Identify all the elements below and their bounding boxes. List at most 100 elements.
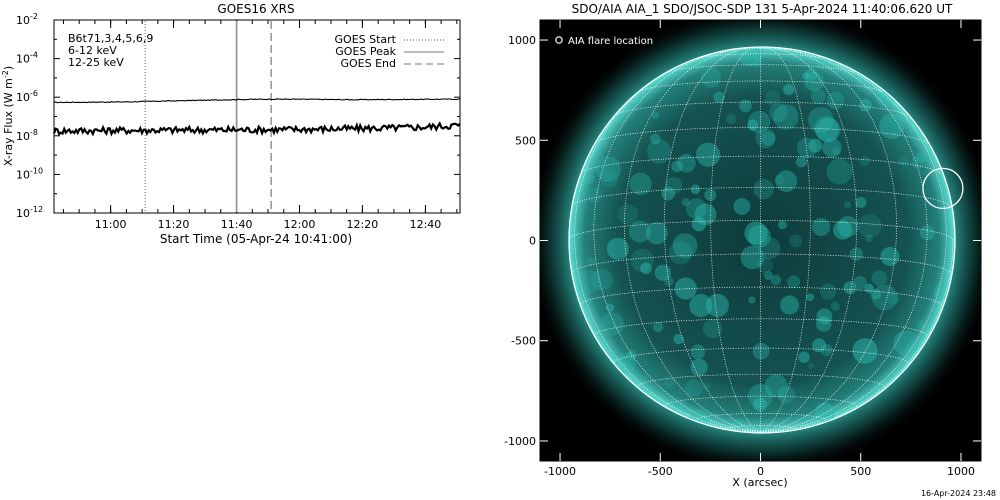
active-region-patch xyxy=(650,133,661,145)
aia-y-tick-label: 0 xyxy=(529,235,536,248)
active-region-patch xyxy=(853,276,867,290)
active-region-patch xyxy=(654,264,672,281)
xrs-y-tick-label: 10 xyxy=(16,53,30,66)
xrs-series-long xyxy=(54,98,461,104)
active-region-patch xyxy=(816,308,833,325)
xrs-y-tick-exponent: -6 xyxy=(30,89,38,98)
active-region-patch xyxy=(690,358,708,376)
aia-y-tick-label: -500 xyxy=(511,335,536,348)
active-region-patch xyxy=(865,234,873,242)
active-region-patch xyxy=(733,198,751,215)
heliographic-grid xyxy=(569,47,954,433)
active-region-patch xyxy=(815,402,836,423)
active-region-patch xyxy=(859,156,870,166)
active-region-patch xyxy=(689,294,713,317)
xrs-y-tick-label: 10 xyxy=(16,207,30,220)
active-region-patch xyxy=(606,237,630,260)
active-region-patch xyxy=(677,153,696,173)
legend-goes-peak: GOES Peak xyxy=(335,45,396,58)
active-region-patch xyxy=(795,156,807,168)
active-region-patch xyxy=(915,151,927,163)
active-region-patch xyxy=(629,172,652,196)
active-region-patch xyxy=(690,344,706,360)
active-region-patch xyxy=(703,382,711,391)
xrs-y-tick-exponent: -4 xyxy=(30,51,38,60)
active-region-patch xyxy=(774,174,785,185)
active-region-patch xyxy=(753,178,774,200)
active-region-patch xyxy=(681,198,690,207)
xrs-title: GOES16 XRS xyxy=(217,2,294,16)
active-region-patch xyxy=(685,379,703,397)
aia-solar-disk xyxy=(569,47,955,433)
xrs-x-tick-label: 12:20 xyxy=(347,218,379,231)
active-region-patch xyxy=(826,158,853,185)
aia-y-tick-label: -1000 xyxy=(504,435,536,448)
active-region-patch xyxy=(806,293,815,302)
active-region-patch xyxy=(820,283,837,300)
xrs-channel-legend: B6t71,3,4,5,6,9 6-12 keV 12-25 keV xyxy=(68,32,153,69)
active-region-patch xyxy=(747,119,759,131)
active-region-patch xyxy=(673,333,684,345)
xrs-y-axis-label-sup: -2 xyxy=(1,70,10,78)
active-region-patch xyxy=(691,217,707,232)
xrs-event-legend: GOES Start GOES Peak GOES End xyxy=(335,33,444,70)
xrs-series xyxy=(52,98,461,137)
active-region-patch xyxy=(802,72,810,80)
aia-x-tick-label: 0 xyxy=(757,465,764,478)
active-region-patch xyxy=(808,106,834,133)
active-region-patch xyxy=(672,233,698,258)
active-region-patch xyxy=(849,247,863,261)
active-region-patch xyxy=(815,316,832,332)
active-region-patch xyxy=(760,131,776,146)
longitude-line xyxy=(760,63,947,433)
latitude-line xyxy=(726,425,795,430)
aia-x-axis-label: X (arcsec) xyxy=(732,476,787,489)
latitude-line xyxy=(666,64,855,74)
xrs-y-tick-label: 10 xyxy=(16,130,30,143)
active-region-patch xyxy=(763,270,773,281)
active-region-patch xyxy=(773,104,799,130)
active-region-patch xyxy=(645,222,668,245)
active-region-patch xyxy=(870,288,882,300)
latitude-line xyxy=(613,101,908,117)
active-region-patch xyxy=(858,98,872,112)
active-region-patch xyxy=(752,58,762,68)
longitude-line xyxy=(760,49,897,433)
active-region-patch xyxy=(752,342,770,360)
xrs-series-short xyxy=(52,121,461,137)
active-region-patch xyxy=(640,262,652,275)
xrs-y-tick-exponent: -12 xyxy=(30,205,43,214)
active-region-patch xyxy=(843,281,857,295)
active-region-patch xyxy=(585,174,596,184)
active-region-patch xyxy=(755,128,776,149)
legend-channel-goes: B6t71,3,4,5,6,9 xyxy=(68,32,153,45)
active-region-patch xyxy=(600,312,624,336)
active-region-patch xyxy=(810,89,826,105)
xrs-x-tick-label: 11:00 xyxy=(95,218,127,231)
latitude-line xyxy=(569,220,954,241)
active-region-patch xyxy=(833,220,853,240)
longitude-line xyxy=(760,48,858,433)
active-region-patch xyxy=(837,216,859,238)
aia-title: SDO/AIA AIA_1 SDO/JSOC-SDP 131 5-Apr-202… xyxy=(572,2,953,16)
active-region-patch xyxy=(600,169,619,188)
active-region-patch xyxy=(576,269,601,294)
active-region-patch xyxy=(586,257,596,267)
active-region-patch xyxy=(630,248,654,272)
active-region-patch xyxy=(628,220,651,243)
xrs-y-axis-label-close: ) xyxy=(2,66,15,70)
active-region-patch xyxy=(822,138,842,158)
active-region-patch xyxy=(700,67,722,88)
active-region-patch xyxy=(748,225,771,248)
active-region-patch xyxy=(748,296,756,304)
active-region-patch xyxy=(769,103,788,122)
active-region-patch xyxy=(778,220,787,230)
active-region-patch xyxy=(713,91,725,103)
active-region-patch xyxy=(744,221,768,245)
active-region-patch xyxy=(812,338,827,353)
active-region-patch xyxy=(747,110,771,134)
active-region-patch xyxy=(770,274,782,286)
active-region-patch xyxy=(775,170,798,193)
active-region-patch xyxy=(690,184,701,195)
active-region-patch xyxy=(804,71,824,92)
